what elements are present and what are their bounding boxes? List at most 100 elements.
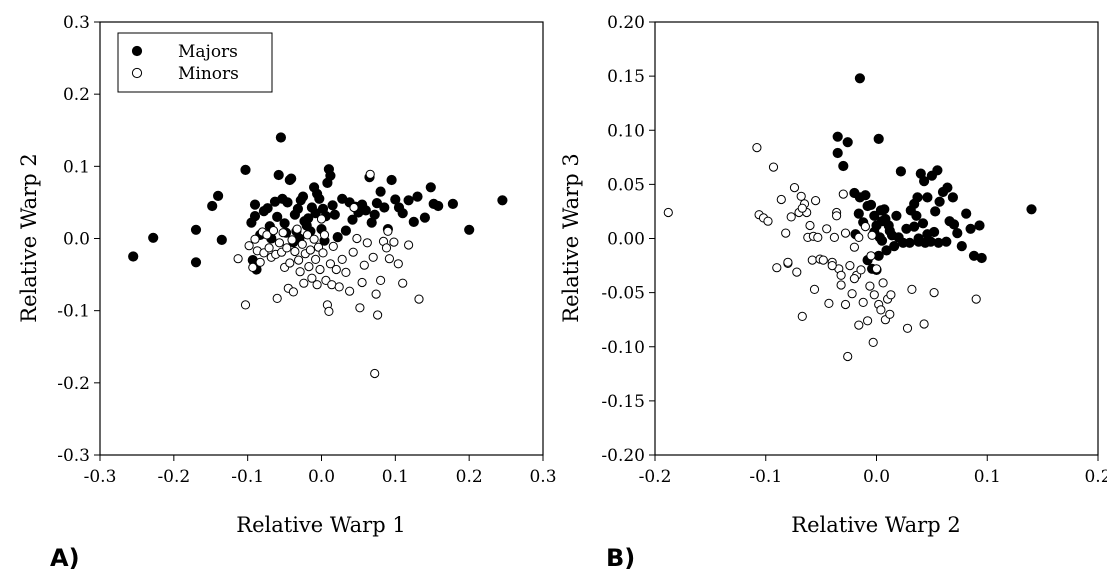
panel-b-point-majors <box>956 241 967 252</box>
panel-a-point-minors <box>371 289 381 299</box>
panel-b-point-majors <box>920 237 931 248</box>
panel-a-point-minors <box>248 262 258 272</box>
panel-a-point-majors <box>419 212 430 223</box>
panel-b-y-tick-label: -0.10 <box>601 338 645 358</box>
panel-a-point-minors <box>383 226 393 236</box>
panel-b-point-majors <box>891 210 902 221</box>
panel-a-point-majors <box>347 214 358 225</box>
panel-a-point-majors <box>310 208 321 219</box>
panel-a-point-minors <box>255 257 265 267</box>
panel-b-x-axis-title: Relative Warp 2 <box>791 513 960 537</box>
panel-b-y-tick-label: 0.00 <box>607 230 645 250</box>
panel-b-point-majors <box>929 226 940 238</box>
panel-b-point-majors <box>912 192 923 203</box>
panel-b-point-minors <box>789 183 800 193</box>
panel-a-point-majors <box>279 218 290 229</box>
panel-a-point-majors <box>286 173 297 184</box>
panel-a-y-tick-label: -0.2 <box>57 374 90 394</box>
panel-b-point-minors <box>919 319 929 329</box>
panel-b-point-minors <box>867 230 877 240</box>
panel-b-y-tick-label: 0.20 <box>607 13 645 33</box>
legend-box <box>117 32 273 93</box>
panel-b-point-majors <box>832 147 843 159</box>
panel-a-point-majors <box>340 225 351 236</box>
panel-b-y-tick-label: -0.15 <box>601 392 645 412</box>
panel-a-y-tick-label: 0.2 <box>63 85 90 105</box>
panel-a-point-majors <box>386 174 397 186</box>
panel-a-point-majors <box>303 213 314 224</box>
panel-a-point-majors <box>408 216 419 227</box>
panel-b-point-minors <box>878 278 888 288</box>
panel-a-point-majors <box>190 224 202 235</box>
panel-a-point-minors <box>328 241 338 251</box>
panel-a-point-minors <box>316 214 327 224</box>
panel-b-y-tick-label: -0.20 <box>601 446 645 466</box>
panel-b-point-majors <box>922 192 933 203</box>
panel-b-point-minors <box>776 194 786 205</box>
panel-b-point-majors <box>893 232 904 243</box>
panel-a-x-tick-label: 0.0 <box>308 467 335 487</box>
panel-b-point-minors <box>868 337 878 347</box>
panel-a-point-minors <box>337 254 347 264</box>
legend-label-minors: Minors <box>178 64 239 84</box>
panel-b-point-majors <box>919 176 930 187</box>
panel-a-point-minors <box>341 267 351 277</box>
panel-a-y-tick-label: -0.3 <box>57 446 90 466</box>
panel-a-point-minors <box>297 239 307 249</box>
panel-b-point-majors <box>838 160 849 172</box>
panel-a-x-tick-label: -0.2 <box>157 467 190 487</box>
panel-b-point-minors <box>876 305 886 315</box>
panel-a-point-majors <box>447 198 458 209</box>
panel-a-point-minors <box>319 230 330 240</box>
panel-b-point-minors <box>772 263 782 273</box>
panel-b-point-minors <box>866 251 876 261</box>
panel-b-point-minors <box>829 232 840 242</box>
panel-a-point-majors <box>379 202 390 213</box>
panel-b-point-majors <box>869 210 880 221</box>
panel-b-point-majors <box>853 208 864 219</box>
panel-b-point-minors <box>781 228 791 238</box>
panel-a-point-minors <box>384 254 394 264</box>
panel-a-point-majors <box>412 191 423 202</box>
panel-b-point-minors <box>822 224 832 234</box>
panel-a-x-tick-label: -0.1 <box>231 467 264 487</box>
panel-a-x-tick-label: 0.2 <box>456 467 483 487</box>
panel-a-point-minors <box>264 243 274 253</box>
panel-a-point-minors <box>250 234 260 244</box>
panel-a-point-minors <box>345 286 355 296</box>
panel-b-point-minors <box>840 228 851 238</box>
panel-a-point-minors <box>376 275 386 285</box>
panel-b-point-majors <box>1026 204 1037 215</box>
panel-b-point-minors <box>840 299 851 310</box>
panel-b-point-majors <box>876 235 888 246</box>
panel-b-point-majors <box>876 216 888 227</box>
panel-a-point-minors <box>282 243 292 253</box>
panel-b-point-majors <box>854 73 866 84</box>
panel-a-y-tick-label: 0.0 <box>63 230 90 250</box>
panel-b-point-majors <box>942 182 953 193</box>
panel-b-point-minors <box>854 232 864 242</box>
panel-b-point-minors <box>838 189 848 199</box>
panel-a-point-minors <box>295 267 305 277</box>
panel-b-point-minors <box>971 294 981 304</box>
panel-b-point-majors <box>952 228 963 239</box>
panel-a-point-majors <box>433 200 444 212</box>
panel-b-point-minors <box>811 196 821 206</box>
panel-b-point-minors <box>836 270 846 280</box>
panel-a-point-minors <box>324 306 334 316</box>
panel-b-point-minors <box>792 267 802 277</box>
panel-b-y-tick-label: 0.15 <box>607 67 645 87</box>
panel-a-point-minors <box>352 233 362 244</box>
panel-a-point-minors <box>307 273 317 283</box>
panel-b-point-minors <box>869 290 879 300</box>
panel-b-x-tick-label: -0.2 <box>639 467 672 487</box>
panel-a-point-majors <box>332 232 343 243</box>
panel-b-point-minors <box>885 309 895 319</box>
panel-b-point-minors <box>786 212 796 222</box>
panel-a-point-minors <box>348 247 358 257</box>
panel-a-point-minors <box>278 228 288 238</box>
panel-a-point-majors <box>216 234 227 245</box>
panel-a-point-majors <box>297 191 309 202</box>
panel-b-y-axis-title: Relative Warp 3 <box>559 153 583 322</box>
panel-b-point-minors <box>858 297 868 307</box>
